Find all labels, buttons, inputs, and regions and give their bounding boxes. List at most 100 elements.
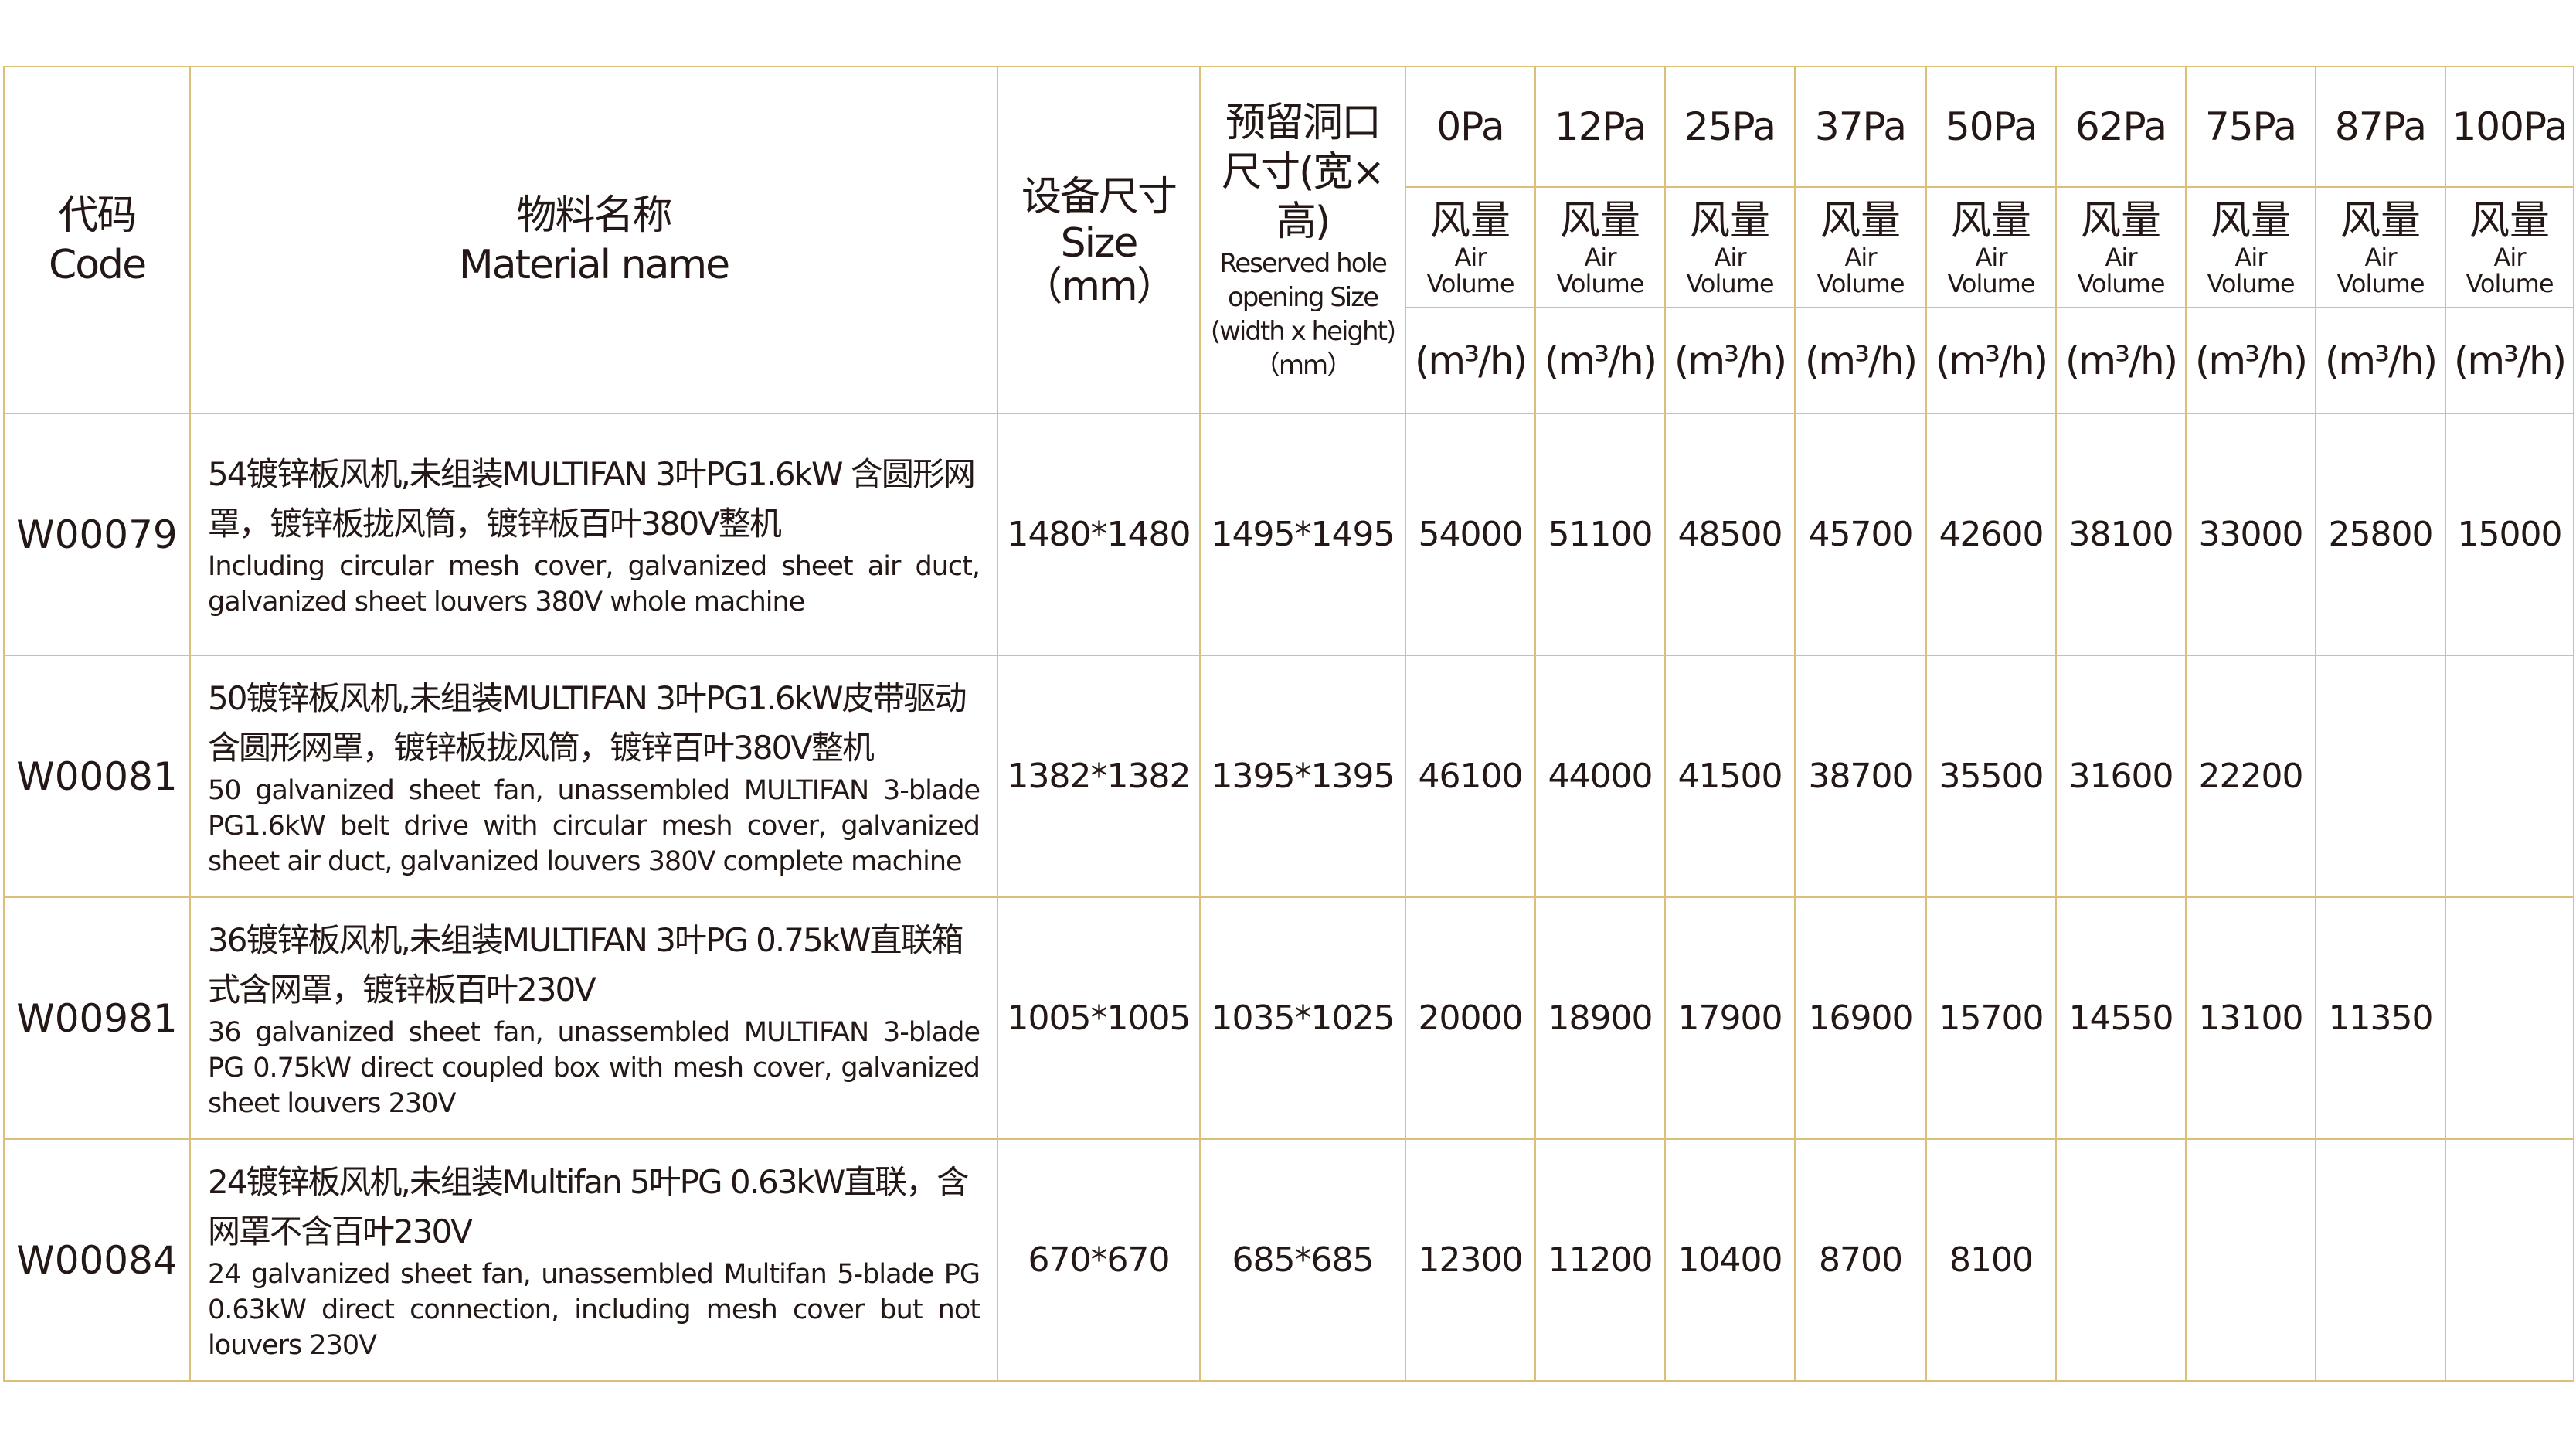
header-pressure: 62Pa [2055,66,2187,188]
flow-en2: Volume [2336,269,2425,298]
header-pressure: 50Pa [1925,66,2057,188]
header-air-volume: 风量 Air Volume [1405,186,1536,308]
header-air-volume: 风量 Air Volume [1794,186,1927,308]
header-reserved-hole: 预留洞口 尺寸(宽×高) Reserved hole opening Size (wid… [1199,66,1406,414]
air-volume: 11200 [1548,1240,1653,1280]
air-volume: 8100 [1949,1240,2034,1280]
flow-en2: Volume [1947,269,2035,298]
cell-air-volume: 12300 [1405,1138,1536,1382]
size-en: Size [1060,219,1139,267]
cell-air-volume: 17900 [1664,896,1796,1140]
pressure-label: 62Pa [2075,104,2167,149]
flow-zh: 风量 [2469,198,2550,244]
header-pressure: 0Pa [1405,66,1536,188]
cell-air-volume: 54000 [1405,413,1536,656]
header-unit: (m³/h) [2185,307,2316,414]
name-zh: 物料名称 [516,192,672,239]
size: 670*670 [1028,1240,1171,1280]
flow-unit: (m³/h) [1544,338,1657,383]
code-en: Code [48,241,147,288]
cell-air-volume [2445,655,2574,898]
header-air-volume: 风量 Air Volume [2055,186,2187,308]
cell-air-volume: 22200 [2185,655,2316,898]
hole-unit: （mm） [1253,349,1353,381]
table-row: W00081 50镀锌板风机,未组装MULTIFAN 3叶PG1.6kW皮带驱动… [3,655,2574,898]
table-row: W00981 36镀锌板风机,未组装MULTIFAN 3叶PG 0.75kW直联… [3,896,2574,1140]
air-volume: 18900 [1548,998,1653,1038]
flow-en1: Air [2234,243,2268,272]
cell-hole: 1495*1495 [1199,413,1406,656]
flow-unit: (m³/h) [2065,338,2178,383]
flow-en2: Volume [1426,269,1514,298]
cell-air-volume: 42600 [1925,413,2057,656]
flow-zh: 风量 [1820,198,1901,244]
name-en: 50 galvanized sheet fan, unassembled MUL… [208,774,980,877]
flow-en1: Air [1714,243,1747,272]
hole-zh1: 预留洞口 [1225,99,1381,146]
pressure-label: 100Pa [2452,104,2568,149]
cell-material-name: 54镀锌板风机,未组装MULTIFAN 3叶PG1.6kW 含圆形网罩，镀锌板拢… [189,413,998,656]
flow-en1: Air [2493,243,2527,272]
flow-unit: (m³/h) [2194,338,2308,383]
header-unit: (m³/h) [2445,307,2574,414]
header-pressure: 25Pa [1664,66,1796,188]
size-unit: （mm） [1022,263,1176,310]
cell-material-name: 24镀锌板风机,未组装Multifan 5叶PG 0.63kW直联，含网罩不含百… [189,1138,998,1382]
pressure-label: 50Pa [1945,104,2037,149]
header-air-volume: 风量 Air Volume [2185,186,2316,308]
flow-unit: (m³/h) [1935,338,2048,383]
flow-en2: Volume [2466,269,2554,298]
cell-air-volume: 10400 [1664,1138,1796,1382]
flow-zh: 风量 [1950,198,2031,244]
air-volume: 20000 [1418,998,1524,1038]
air-volume: 35500 [1939,756,2044,796]
code: W00084 [16,1237,178,1283]
air-volume: 11350 [2328,998,2434,1038]
cell-hole: 685*685 [1199,1138,1406,1382]
header-pressure: 12Pa [1534,66,1666,188]
cell-air-volume [2185,1138,2316,1382]
cell-air-volume: 41500 [1664,655,1796,898]
hole: 1035*1025 [1211,998,1395,1038]
cell-air-volume: 8100 [1925,1138,2057,1382]
cell-air-volume: 18900 [1534,896,1666,1140]
flow-zh: 风量 [1429,198,1511,244]
header-pressure: 87Pa [2315,66,2446,188]
air-volume: 8700 [1819,1240,1903,1280]
cell-code: W00084 [3,1138,191,1382]
air-volume: 16900 [1808,998,1914,1038]
air-volume: 51100 [1548,514,1653,554]
header-unit: (m³/h) [1534,307,1666,414]
cell-code: W00081 [3,655,191,898]
air-volume: 14550 [2068,998,2174,1038]
cell-hole: 1035*1025 [1199,896,1406,1140]
flow-unit: (m³/h) [2453,338,2567,383]
cell-air-volume: 48500 [1664,413,1796,656]
flow-en1: Air [2364,243,2398,272]
header-unit: (m³/h) [1925,307,2057,414]
flow-unit: (m³/h) [1674,338,1787,383]
code: W00981 [16,995,178,1041]
header-size: 设备尺寸 Size （mm） [997,66,1201,414]
cell-code: W00981 [3,896,191,1140]
cell-air-volume: 8700 [1794,1138,1927,1382]
cell-air-volume: 25800 [2315,413,2446,656]
flow-en2: Volume [1556,269,1644,298]
flow-en2: Volume [1686,269,1774,298]
size: 1005*1005 [1007,998,1191,1038]
hole: 685*685 [1232,1240,1375,1280]
flow-en1: Air [2105,243,2138,272]
header-unit: (m³/h) [2315,307,2446,414]
flow-zh: 风量 [2340,198,2421,244]
pressure-label: 37Pa [1814,104,1907,149]
name-en: 36 galvanized sheet fan, unassembled MUL… [208,1016,980,1119]
air-volume: 33000 [2198,514,2304,554]
table-row: W00084 24镀锌板风机,未组装Multifan 5叶PG 0.63kW直联… [3,1138,2574,1382]
header-code: 代码 Code [3,66,191,414]
cell-size: 1480*1480 [997,413,1201,656]
hole-zh2: 尺寸(宽×高) [1222,148,1385,245]
cell-air-volume [2055,1138,2187,1382]
flow-unit: (m³/h) [1804,338,1918,383]
pressure-label: 25Pa [1684,104,1776,149]
code: W00081 [16,753,178,799]
